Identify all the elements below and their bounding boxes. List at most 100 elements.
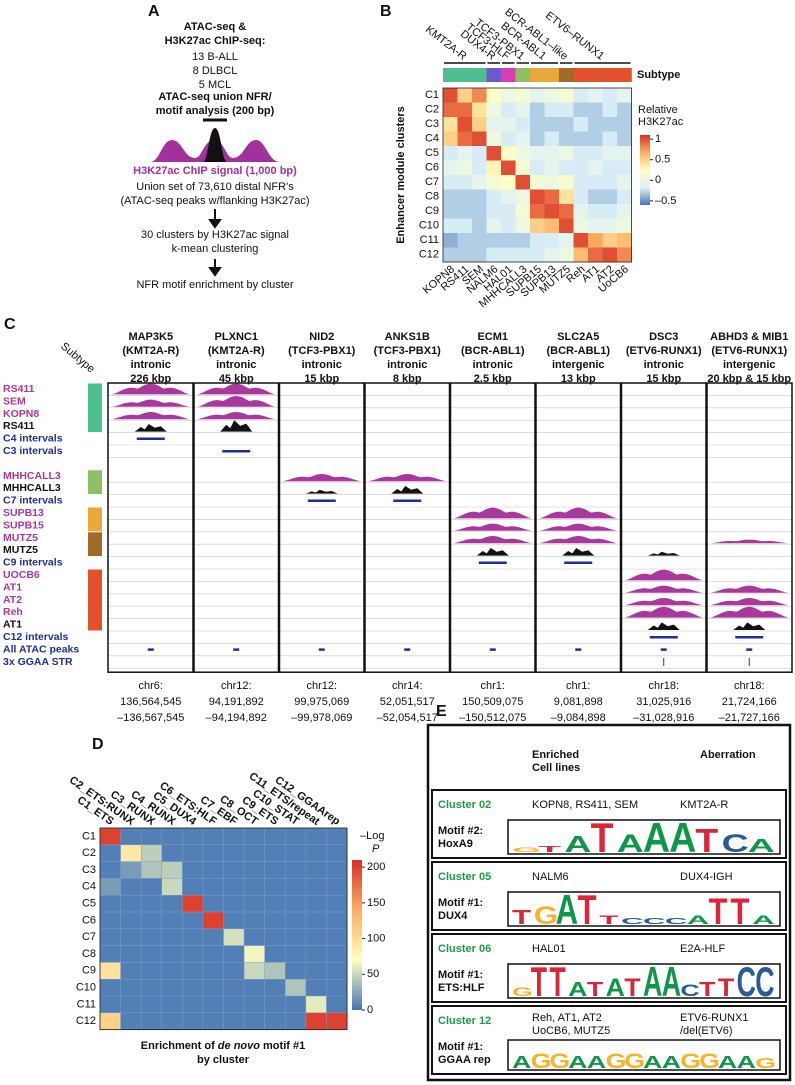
heatmap-cell (573, 233, 589, 248)
heatmap-cell (472, 233, 487, 248)
color-legend (352, 860, 362, 1010)
heatmap-cell (486, 175, 502, 190)
legend-tick-label: 0 (655, 174, 661, 186)
heatmap-cell (515, 175, 531, 190)
row-label: C7 (82, 931, 96, 943)
heatmap-cell (326, 861, 348, 879)
heatmap-cell (285, 1012, 307, 1031)
row-label: C12 (76, 1015, 96, 1027)
track-label: C4 intervals (3, 433, 63, 445)
heatmap-cell (202, 945, 225, 963)
heatmap-cell (120, 1012, 142, 1031)
coordinate: –99,978,069 (291, 712, 352, 724)
heatmap-cell (515, 204, 531, 219)
logo-letter: T (718, 975, 735, 1002)
heatmap-cell (573, 117, 589, 132)
locus-header: DSC3 (649, 331, 678, 343)
caption-part: de novo (218, 1040, 260, 1052)
heatmap-cell (588, 88, 603, 103)
coordinate: –150,512,075 (459, 712, 526, 724)
heatmap-cell (472, 247, 487, 263)
heatmap-cell (443, 218, 458, 234)
heatmap-cell (559, 146, 574, 161)
heatmap-cell (285, 962, 307, 980)
heatmap-cell (120, 962, 142, 980)
heatmap-cell (140, 844, 163, 863)
heatmap-cell (515, 146, 531, 161)
heatmap-cell (515, 233, 531, 248)
heatmap-cell (140, 1012, 163, 1031)
signal-track (112, 412, 190, 420)
heatmap-cell (602, 160, 618, 176)
enrichment: NFR motif enrichment by cluster (136, 279, 293, 291)
heatmap-cell (99, 995, 122, 1014)
heatmap-cell (530, 175, 545, 190)
logo-letter: T (591, 815, 614, 861)
heatmap-cell (443, 146, 458, 161)
heatmap-cell (544, 218, 560, 234)
heatmap-cell (501, 88, 516, 103)
heatmap-cell (120, 894, 142, 913)
logo-letter: T (512, 905, 531, 928)
logo-letter: A (643, 959, 662, 1005)
aberration: KMT2A-R (680, 799, 728, 811)
heatmap-cell (182, 844, 204, 863)
heatmap-cell (223, 995, 245, 1014)
coordinate: chr18: (648, 680, 679, 692)
heatmap-cell (457, 204, 473, 219)
cell-lines: HAL01 (532, 943, 566, 955)
subtype-color (588, 68, 603, 82)
logo-letter: A (606, 975, 625, 1002)
heatmap-cell (202, 827, 225, 846)
heatmap-cell (457, 247, 473, 263)
heatmap-cell (161, 995, 183, 1014)
union-set: Union set of 73,610 distal NFR's (136, 181, 294, 193)
subtype-color (530, 68, 545, 82)
heatmap-cell (443, 189, 458, 205)
heatmap-cell (223, 978, 245, 997)
heatmap-cell (515, 102, 531, 118)
aberration: E2A-HLF (680, 943, 726, 955)
heatmap-cell (544, 117, 560, 132)
subtype-color (457, 68, 473, 82)
heatmap-cell (588, 218, 603, 234)
heatmap-cell (515, 218, 531, 234)
heatmap-cell (182, 911, 204, 930)
heatmap-cell (472, 117, 487, 132)
logo-letter: C (680, 981, 699, 1000)
heatmap-cell (457, 160, 473, 176)
logo-letter: A (512, 1051, 531, 1071)
coordinate: 94,191,892 (209, 696, 264, 708)
heatmap-cell (264, 978, 286, 997)
coordinate: 136,564,545 (120, 696, 181, 708)
legend-title: H3K27ac (638, 116, 684, 128)
motif-label: Motif #1: (438, 1041, 483, 1053)
heatmap-cell (161, 878, 183, 896)
row-label: C1 (425, 89, 439, 101)
caption: Enrichment of de novo motif #1 (141, 1040, 305, 1052)
track-label: MUTZ5 (3, 532, 38, 544)
heatmap-frame (442, 87, 632, 263)
heatmap-cell (544, 102, 560, 118)
logo-letter: A (718, 1051, 737, 1071)
logo-letter: A (568, 978, 587, 1001)
heatmap-cell (472, 88, 487, 103)
locus-header: 45 kbp (219, 373, 254, 385)
heatmap-cell (99, 878, 122, 896)
heatmap-cell (457, 218, 473, 234)
motif-label: DUX4 (438, 910, 468, 922)
heatmap-cell (326, 1012, 348, 1031)
track-label: MHHCALL3 (3, 482, 61, 494)
caption-part: Enrichment of (141, 1040, 218, 1052)
heatmap-cell (530, 131, 545, 147)
heatmap-cell (120, 928, 142, 947)
heatmap-cell (140, 995, 163, 1014)
heatmap-cell (305, 861, 327, 879)
signal-track (454, 523, 532, 531)
cluster-box (431, 789, 787, 859)
cell-lines: Reh, AT1, AT2 (532, 1012, 602, 1024)
row-label: C9 (82, 965, 96, 977)
heatmap-cell (182, 995, 204, 1014)
motif-label: Motif #2: (438, 825, 483, 837)
locus-header: (TCF3-PBX1) (288, 345, 356, 357)
